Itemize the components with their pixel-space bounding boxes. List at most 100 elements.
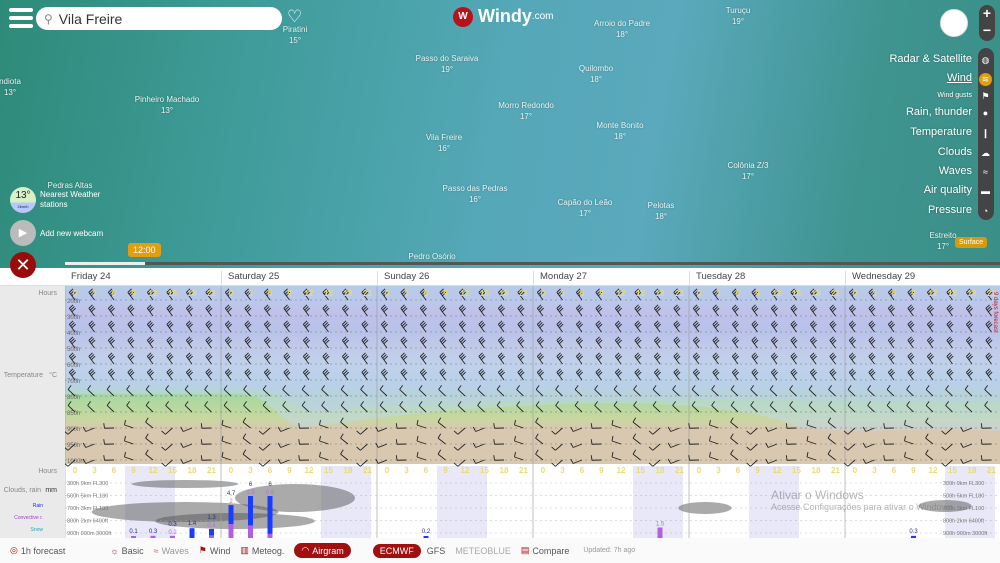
cloud-level-label-right: 700h 3km FL100 [943, 506, 984, 512]
day-5[interactable]: Wednesday 29 [845, 271, 915, 286]
heart-icon[interactable]: ♡ [287, 7, 303, 26]
thermometer-icon[interactable]: ❙ [981, 128, 990, 138]
hour-tick: 21 [987, 466, 996, 475]
city-label[interactable]: Passo das Pedras 16° [442, 184, 508, 204]
webcam-button[interactable]: ▶ [10, 220, 36, 246]
wind-barb [87, 385, 95, 397]
wind-barb [127, 304, 135, 317]
day-3[interactable]: Monday 27 [533, 271, 587, 286]
avatar[interactable] [940, 9, 968, 37]
layer-wind-gusts[interactable]: Wind gusts [937, 92, 972, 99]
tab-waves[interactable]: ≈ Waves [153, 545, 189, 556]
wind-barb [356, 459, 368, 467]
menu-button[interactable] [9, 8, 33, 28]
city-label[interactable]: Vila Freire 16° [425, 133, 463, 153]
wind-barb [692, 352, 700, 365]
wind-barb [283, 304, 291, 317]
wind-barb [965, 368, 973, 381]
city-label[interactable]: Colônia Z/3 17° [727, 161, 769, 181]
city-label[interactable]: Pedras Altas [47, 181, 93, 190]
city-label[interactable]: Morro Redondo 17° [498, 101, 554, 121]
city-label[interactable]: Pinheiro Machado 13° [134, 95, 200, 115]
layer-rain-thunder[interactable]: Rain, thunder [905, 106, 972, 118]
rain-unit[interactable]: mm [45, 487, 57, 494]
day-2[interactable]: Sunday 26 [377, 271, 429, 286]
wind-barb [632, 449, 641, 461]
model-meteoblue[interactable]: METEOBLUE [455, 545, 511, 556]
zoom-in-button[interactable]: + [982, 5, 992, 21]
waves-icon[interactable]: ≈ [983, 167, 988, 177]
wind-barb [614, 320, 622, 333]
wind-barb [360, 385, 368, 397]
1h-forecast-toggle[interactable]: ◎ 1h forecast [10, 545, 66, 556]
city-label[interactable]: Pedro Osório [408, 252, 456, 261]
layer-pressure[interactable]: Pressure [927, 204, 972, 216]
day-0[interactable]: Friday 24 [71, 271, 111, 282]
day-4[interactable]: Tuesday 28 [689, 271, 745, 286]
city-label[interactable]: Quilombo 18° [578, 64, 614, 84]
wind-barb [712, 288, 720, 301]
altitude-surface-button[interactable]: Surface [955, 237, 988, 248]
wind-barb [692, 368, 700, 381]
wind-barb [574, 385, 583, 397]
timeline-slider[interactable] [65, 262, 1000, 265]
wind-barb [395, 439, 407, 445]
globe-icon[interactable]: ◍ [981, 55, 990, 65]
city-label[interactable]: Estreito 17° [929, 231, 957, 251]
wind-barb [375, 458, 388, 464]
model-gfs[interactable]: GFS [426, 545, 446, 556]
layer-air-quality[interactable]: Air quality [923, 184, 972, 196]
layer-waves[interactable]: Waves [938, 165, 972, 177]
city-label[interactable]: Passo do Saraiva 19° [415, 54, 479, 74]
hour-tick: 3 [92, 466, 97, 475]
wind-barb [322, 320, 330, 333]
gauge-icon[interactable]: ◔ [982, 206, 989, 216]
wind-barb [107, 288, 115, 301]
zoom-out-button[interactable]: − [982, 22, 992, 38]
city-label[interactable]: ndiota 13° [0, 77, 21, 97]
wind-barb [556, 368, 564, 381]
cloud-icon[interactable]: ☁ [981, 148, 990, 158]
tab-airgram[interactable]: ◠ Airgram [294, 543, 351, 558]
layer-wind[interactable]: Wind [946, 72, 972, 84]
city-label[interactable]: Piratini 15° [282, 25, 308, 45]
map[interactable]: Piratini 15° Arroio do Padre 18° Turuçu 19° Pa… [0, 0, 1000, 268]
search-input[interactable]: ⚲ Vila Freire [36, 7, 282, 30]
city-label[interactable]: Pelotas 18° [647, 201, 675, 221]
wind-barb [594, 385, 602, 397]
tab-meteogram[interactable]: ▥ Meteog. [240, 545, 285, 556]
tab-basic[interactable]: ☼ Basic [110, 545, 144, 556]
city-label[interactable]: Turuçu 19° [725, 6, 751, 26]
wind-barb [614, 288, 622, 301]
temp-unit[interactable]: °C [49, 372, 57, 379]
layer-radar-satellite[interactable]: Radar & Satellite [889, 53, 972, 65]
layer-temperature[interactable]: Temperature [910, 126, 972, 138]
nine-days-forecast-link[interactable]: 9 days forecast [992, 292, 998, 333]
nearest-stations-label[interactable]: Nearest Weather stations [40, 190, 101, 209]
rain-bar [423, 536, 429, 538]
car-icon[interactable]: ▬ [981, 186, 990, 196]
city-label[interactable]: Arroio do Padre 18° [593, 19, 651, 39]
city-label[interactable]: Capão do Leão 17° [557, 198, 613, 218]
add-webcam-link[interactable]: Add new webcam [40, 229, 104, 238]
drop-icon[interactable]: ● [982, 108, 989, 118]
wind-barb [595, 320, 603, 333]
compare-button[interactable]: ▤ Compare [520, 545, 570, 556]
hour-tick: 0 [541, 466, 546, 475]
tab-wind[interactable]: ⚑ Wind [198, 545, 231, 556]
wind-icon[interactable]: ≋ [979, 73, 992, 86]
day-1[interactable]: Saturday 25 [221, 271, 279, 286]
weather-station-button[interactable]: 13° 2km/h [10, 187, 36, 213]
wind-barb [477, 385, 485, 397]
close-button[interactable]: ✕ [10, 252, 36, 278]
flag-icon[interactable]: ⚑ [981, 91, 990, 101]
wind-barb [653, 288, 661, 301]
hour-tick: 3 [404, 466, 409, 475]
city-label[interactable]: Monte Bonito 18° [596, 121, 644, 141]
wind-barb [751, 352, 759, 365]
hour-tick: 15 [480, 289, 489, 298]
model-ecmwf[interactable]: ECMWF [372, 543, 421, 558]
layer-clouds[interactable]: Clouds [937, 146, 972, 158]
clouds-rain-label: Clouds, rain [3, 487, 41, 494]
time-handle[interactable]: 12:00 [128, 243, 161, 257]
